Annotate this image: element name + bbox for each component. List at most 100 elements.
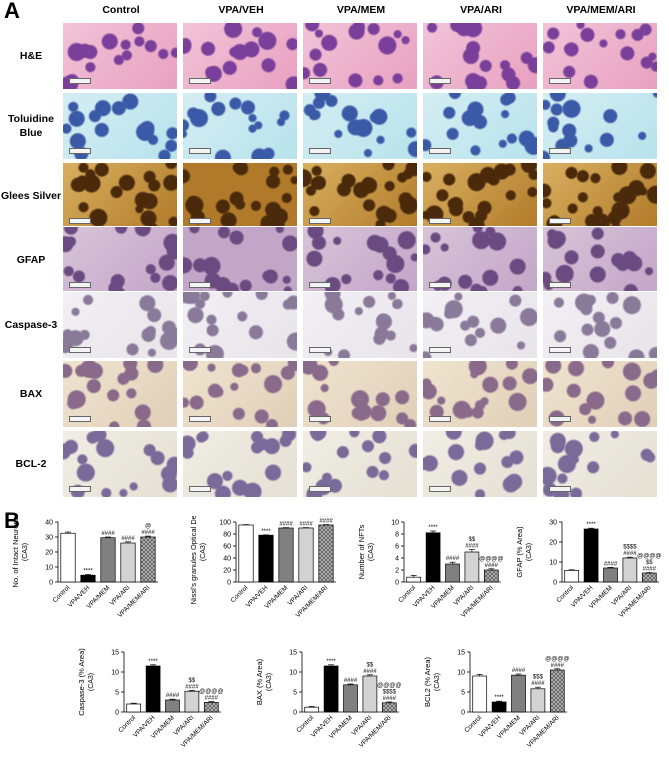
significance-label: #### bbox=[643, 567, 657, 573]
y-tick-label: 40 bbox=[223, 556, 231, 563]
row-label-glees: Glees Silver bbox=[0, 190, 62, 202]
y-axis-label: BCL2 (% Area) bbox=[423, 656, 432, 707]
significance-label: #### bbox=[121, 536, 135, 542]
scale-bar bbox=[429, 78, 451, 84]
micrograph-bcl-vpa-ari bbox=[422, 430, 538, 498]
significance-label: #### bbox=[299, 522, 313, 528]
y-tick-label: 15 bbox=[457, 650, 465, 657]
y-tick-label: 0 bbox=[49, 580, 53, 587]
y-tick-label: 0 bbox=[115, 710, 119, 717]
micrograph-bax-vpa-ari bbox=[422, 360, 538, 428]
bar-4 bbox=[120, 542, 136, 583]
y-tick-label: 6 bbox=[395, 544, 399, 551]
scale-bar bbox=[549, 347, 571, 353]
panel-b-label: B bbox=[4, 508, 20, 533]
significance-label: $$$$ bbox=[319, 516, 333, 518]
significance-label: $$$$ bbox=[383, 690, 397, 696]
micrograph-bcl-control bbox=[62, 430, 178, 498]
scale-bar bbox=[189, 486, 211, 492]
y-tick-label: 20 bbox=[223, 568, 231, 575]
significance-label: #### bbox=[279, 522, 293, 528]
y-tick-label: 20 bbox=[45, 550, 53, 557]
y-tick-label: 4 bbox=[395, 556, 399, 563]
scale-bar bbox=[549, 486, 571, 492]
bar-3 bbox=[603, 567, 618, 583]
micrograph-gfap-control bbox=[62, 226, 178, 294]
significance-label: #### bbox=[363, 669, 377, 675]
scale-bar bbox=[69, 148, 91, 154]
micrograph-gs-vpa-ari bbox=[422, 162, 538, 230]
significance-label: @@@@ bbox=[377, 683, 401, 689]
scale-bar bbox=[69, 347, 91, 353]
y-tick-label: 10 bbox=[111, 670, 119, 677]
micrograph-tb-vpa-mem-ari bbox=[542, 92, 658, 160]
significance-label: @@@@ bbox=[199, 689, 223, 695]
bar-1 bbox=[126, 703, 142, 713]
y-axis-sublabel: (CA3) bbox=[368, 543, 375, 561]
significance-label: $$$$ bbox=[623, 545, 637, 551]
significance-label: #### bbox=[485, 563, 499, 569]
bar-1 bbox=[472, 675, 488, 713]
micrograph-gs-control bbox=[62, 162, 178, 230]
micrograph-bcl-vpa-mem-ari bbox=[542, 430, 658, 498]
y-axis-sublabel: (CA3) bbox=[22, 543, 29, 561]
significance-label: #### bbox=[101, 531, 115, 537]
chart-caspase3: Caspase-3 (% Area) (CA3) 0 5 10 15 Control ****… bbox=[74, 646, 229, 756]
micrograph-he-vpa-veh bbox=[182, 22, 298, 90]
significance-label: $$ bbox=[189, 678, 196, 684]
scale-bar bbox=[549, 282, 571, 288]
y-tick-label: 30 bbox=[549, 520, 557, 527]
scale-bar bbox=[189, 282, 211, 288]
bar-4 bbox=[622, 557, 638, 583]
bar-5 bbox=[140, 536, 156, 583]
scale-bar bbox=[549, 416, 571, 422]
y-axis-sublabel: (CA3) bbox=[200, 543, 207, 561]
scale-bar bbox=[429, 347, 451, 353]
scale-bar bbox=[549, 78, 571, 84]
scale-bar bbox=[69, 282, 91, 288]
bar-5 bbox=[483, 569, 499, 583]
bar-3 bbox=[100, 537, 116, 583]
significance-label: #### bbox=[185, 684, 199, 690]
y-tick-label: 10 bbox=[549, 560, 557, 567]
y-axis-label: Nissl's granules Optical Density bbox=[189, 516, 198, 604]
row-label-bax: BAX bbox=[19, 388, 43, 400]
scale-bar bbox=[429, 282, 451, 288]
micrograph-he-vpa-mem bbox=[302, 22, 418, 90]
y-tick-label: 40 bbox=[45, 520, 53, 527]
column-header-vpa-ari: VPA/ARI bbox=[460, 4, 502, 16]
significance-label: @@@@ bbox=[637, 554, 661, 560]
scale-bar bbox=[429, 486, 451, 492]
y-tick-label: 60 bbox=[223, 544, 231, 551]
micrograph-bax-vpa-veh bbox=[182, 360, 298, 428]
micrograph-gfap-vpa-mem-ari bbox=[542, 226, 658, 294]
bar-5 bbox=[641, 572, 657, 583]
micrograph-gfap-vpa-ari bbox=[422, 226, 538, 294]
bar-1 bbox=[304, 706, 320, 713]
micrograph-casp-control bbox=[62, 291, 178, 359]
bar-2 bbox=[425, 532, 441, 583]
bar-5 bbox=[549, 669, 565, 713]
significance-label: **** bbox=[428, 525, 438, 531]
scale-bar bbox=[429, 148, 451, 154]
micrograph-gfap-vpa-veh bbox=[182, 226, 298, 294]
row-label-bcl2: BCL-2 bbox=[15, 458, 47, 470]
scale-bar bbox=[429, 416, 451, 422]
scale-bar bbox=[309, 148, 331, 154]
micrograph-casp-vpa-mem-ari bbox=[542, 291, 658, 359]
chart-bcl2: BCL2 (% Area) (CA3) 0 5 10 15 Control **** VPA/V… bbox=[420, 646, 575, 756]
y-axis-label: No. of Intact Neurons bbox=[11, 516, 20, 587]
scale-bar bbox=[189, 218, 211, 224]
chart-bax: BAX (% Area) (CA3) 0 5 10 15 Control **** VPA/VE… bbox=[252, 646, 407, 756]
bar-5 bbox=[318, 524, 334, 583]
significance-label: #### bbox=[512, 668, 526, 674]
scale-bar bbox=[69, 218, 91, 224]
bar-1 bbox=[564, 570, 580, 583]
significance-label: @@@@ bbox=[545, 656, 569, 662]
significance-label: @@@@ bbox=[479, 556, 503, 562]
bar-4 bbox=[362, 675, 378, 713]
scale-bar bbox=[309, 218, 331, 224]
y-tick-label: 10 bbox=[457, 670, 465, 677]
micrograph-he-vpa-ari bbox=[422, 22, 538, 90]
significance-label: **** bbox=[261, 529, 271, 535]
